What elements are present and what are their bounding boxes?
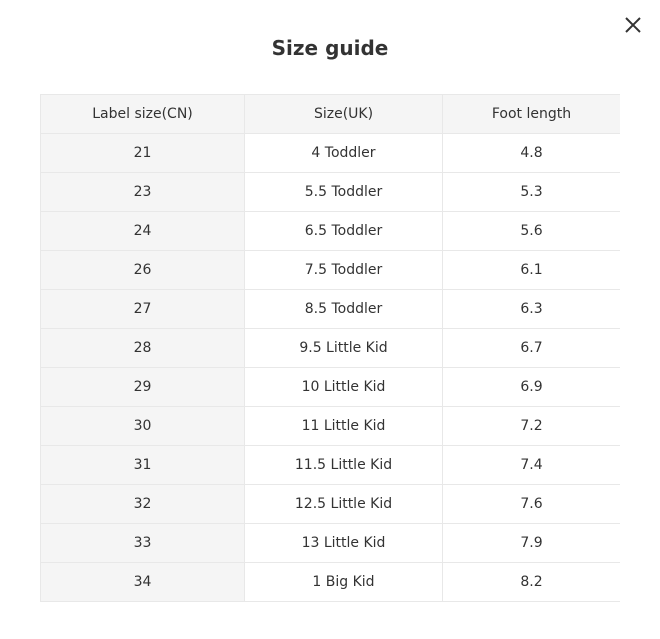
size-uk-cell: 9.5 Little Kid [244,328,443,368]
table-row: 34 1 Big Kid 8.2 [40,562,620,602]
foot-length-cell: 7.9 [442,523,620,563]
label-size-cell: 21 [40,133,245,173]
foot-length-cell: 5.3 [442,172,620,212]
size-uk-cell: 6.5 Toddler [244,211,443,251]
size-uk-cell: 10 Little Kid [244,367,443,407]
label-size-cell: 23 [40,172,245,212]
size-uk-cell: 12.5 Little Kid [244,484,443,524]
header-foot-length: Foot length [442,95,620,134]
foot-length-cell: 5.6 [442,211,620,251]
size-uk-cell: 5.5 Toddler [244,172,443,212]
table-header-row: Label size(CN) Size(UK) Foot length [40,95,620,134]
table-row: 33 13 Little Kid 7.9 [40,523,620,563]
dialog-title: Size guide [271,36,389,60]
size-uk-cell: 4 Toddler [244,133,443,173]
table-row: 26 7.5 Toddler 6.1 [40,250,620,290]
table-row: 21 4 Toddler 4.8 [40,133,620,173]
table-row: 32 12.5 Little Kid 7.6 [40,484,620,524]
label-size-cell: 26 [40,250,245,290]
foot-length-cell: 7.4 [442,445,620,485]
foot-length-cell: 8.2 [442,562,620,602]
table-row: 28 9.5 Little Kid 6.7 [40,328,620,368]
table-row: 23 5.5 Toddler 5.3 [40,172,620,212]
label-size-cell: 28 [40,328,245,368]
close-icon[interactable] [622,14,644,36]
foot-length-cell: 6.3 [442,289,620,329]
foot-length-cell: 6.7 [442,328,620,368]
foot-length-cell: 6.9 [442,367,620,407]
label-size-cell: 30 [40,406,245,446]
table-row: 30 11 Little Kid 7.2 [40,406,620,446]
label-size-cell: 29 [40,367,245,407]
size-uk-cell: 1 Big Kid [244,562,443,602]
table-row: 29 10 Little Kid 6.9 [40,367,620,407]
table-row: 27 8.5 Toddler 6.3 [40,289,620,329]
label-size-cell: 31 [40,445,245,485]
foot-length-cell: 6.1 [442,250,620,290]
size-table: Label size(CN) Size(UK) Foot length 21 4 … [40,95,620,602]
label-size-cell: 32 [40,484,245,524]
table-row: 31 11.5 Little Kid 7.4 [40,445,620,485]
foot-length-cell: 7.6 [442,484,620,524]
size-uk-cell: 7.5 Toddler [244,250,443,290]
size-uk-cell: 11.5 Little Kid [244,445,443,485]
header-label-size: Label size(CN) [40,95,245,134]
foot-length-cell: 4.8 [442,133,620,173]
label-size-cell: 34 [40,562,245,602]
size-uk-cell: 13 Little Kid [244,523,443,563]
size-uk-cell: 8.5 Toddler [244,289,443,329]
label-size-cell: 33 [40,523,245,563]
header-size-uk: Size(UK) [244,95,443,134]
label-size-cell: 24 [40,211,245,251]
table-row: 24 6.5 Toddler 5.6 [40,211,620,251]
foot-length-cell: 7.2 [442,406,620,446]
size-uk-cell: 11 Little Kid [244,406,443,446]
label-size-cell: 27 [40,289,245,329]
size-table-container[interactable]: Label size(CN) Size(UK) Foot length 21 4 … [40,94,620,602]
